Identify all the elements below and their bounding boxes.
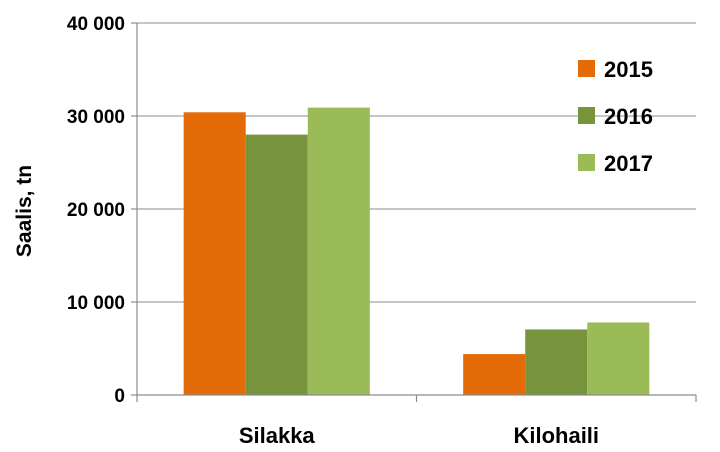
y-tick-label: 40 000 bbox=[67, 14, 125, 35]
bar-2017-silakka bbox=[307, 107, 370, 395]
y-tick-label: 30 000 bbox=[67, 107, 125, 128]
x-category-labels: Silakka Kilohaili bbox=[239, 423, 599, 448]
y-tick-labels: 0 10 000 20 000 30 000 40 000 bbox=[67, 14, 125, 407]
legend-label-2017: 2017 bbox=[604, 151, 653, 176]
bars bbox=[183, 107, 650, 395]
legend-swatch-2016 bbox=[578, 107, 595, 124]
y-tick-label: 10 000 bbox=[67, 293, 125, 314]
axes bbox=[131, 22, 697, 402]
legend: 2015 2016 2017 bbox=[578, 57, 653, 176]
legend-label-2016: 2016 bbox=[604, 104, 653, 129]
bar-2016-silakka bbox=[245, 134, 308, 395]
y-tick-label: 0 bbox=[114, 386, 125, 407]
y-axis-label: Saalis, tn bbox=[13, 165, 36, 257]
legend-swatch-2015 bbox=[578, 60, 595, 77]
bar-2017-kilohaili bbox=[587, 322, 650, 395]
bar-2015-kilohaili bbox=[463, 354, 526, 395]
legend-swatch-2017 bbox=[578, 154, 595, 171]
legend-label-2015: 2015 bbox=[604, 57, 653, 82]
y-tick-label: 20 000 bbox=[67, 200, 125, 221]
bar-2016-kilohaili bbox=[525, 329, 588, 395]
x-category-label: Silakka bbox=[239, 423, 316, 448]
x-category-label: Kilohaili bbox=[513, 423, 599, 448]
bar-2015-silakka bbox=[183, 112, 246, 395]
